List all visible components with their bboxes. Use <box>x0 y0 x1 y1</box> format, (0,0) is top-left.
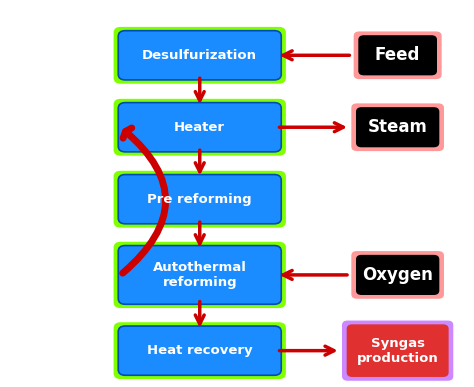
FancyBboxPatch shape <box>354 31 442 79</box>
Text: Desulfurization: Desulfurization <box>142 49 257 62</box>
FancyBboxPatch shape <box>358 35 437 75</box>
Text: Pre reforming: Pre reforming <box>147 193 252 205</box>
Text: Oxygen: Oxygen <box>362 266 433 284</box>
FancyBboxPatch shape <box>356 255 439 295</box>
FancyBboxPatch shape <box>118 246 281 304</box>
Text: Heat recovery: Heat recovery <box>147 344 253 357</box>
FancyBboxPatch shape <box>114 242 286 308</box>
Text: Steam: Steam <box>368 118 428 136</box>
FancyBboxPatch shape <box>114 171 286 228</box>
FancyBboxPatch shape <box>118 103 281 152</box>
Text: Feed: Feed <box>375 46 420 64</box>
FancyBboxPatch shape <box>342 320 453 381</box>
FancyBboxPatch shape <box>114 27 286 84</box>
FancyBboxPatch shape <box>114 99 286 156</box>
FancyBboxPatch shape <box>118 326 281 375</box>
Text: Heater: Heater <box>174 121 225 134</box>
FancyBboxPatch shape <box>351 103 444 151</box>
FancyBboxPatch shape <box>114 322 286 379</box>
Text: Autothermal
reforming: Autothermal reforming <box>153 261 246 289</box>
FancyBboxPatch shape <box>118 31 281 80</box>
Text: Syngas
production: Syngas production <box>357 337 438 365</box>
FancyBboxPatch shape <box>351 251 444 299</box>
FancyBboxPatch shape <box>356 107 439 147</box>
FancyBboxPatch shape <box>346 324 449 377</box>
FancyBboxPatch shape <box>118 175 281 224</box>
